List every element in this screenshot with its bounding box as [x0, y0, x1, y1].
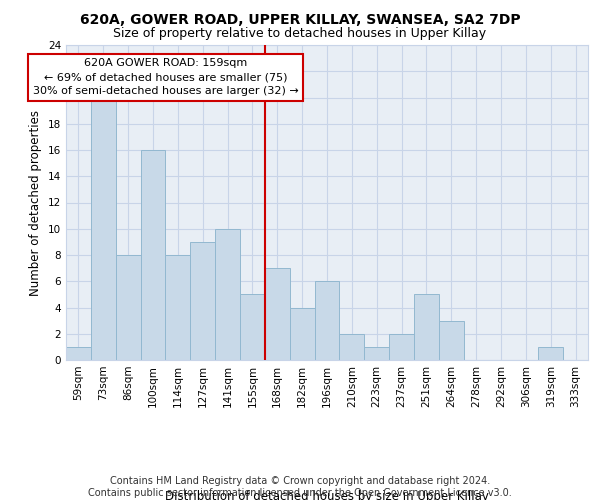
Bar [91, 98, 116, 360]
Bar [364, 347, 389, 360]
Bar [240, 294, 265, 360]
Bar [190, 242, 215, 360]
Bar [215, 229, 240, 360]
Text: 620A GOWER ROAD: 159sqm
← 69% of detached houses are smaller (75)
30% of semi-de: 620A GOWER ROAD: 159sqm ← 69% of detache… [32, 58, 298, 96]
X-axis label: Distribution of detached houses by size in Upper Killay: Distribution of detached houses by size … [165, 490, 489, 500]
Text: 620A, GOWER ROAD, UPPER KILLAY, SWANSEA, SA2 7DP: 620A, GOWER ROAD, UPPER KILLAY, SWANSEA,… [80, 12, 520, 26]
Bar [140, 150, 166, 360]
Bar [116, 255, 140, 360]
Bar [66, 347, 91, 360]
Bar [166, 255, 190, 360]
Bar [340, 334, 364, 360]
Bar [314, 281, 340, 360]
Bar [389, 334, 414, 360]
Y-axis label: Number of detached properties: Number of detached properties [29, 110, 43, 296]
Bar [265, 268, 290, 360]
Text: Contains HM Land Registry data © Crown copyright and database right 2024.
Contai: Contains HM Land Registry data © Crown c… [88, 476, 512, 498]
Bar [538, 347, 563, 360]
Text: Size of property relative to detached houses in Upper Killay: Size of property relative to detached ho… [113, 28, 487, 40]
Bar [439, 320, 464, 360]
Bar [414, 294, 439, 360]
Bar [290, 308, 314, 360]
